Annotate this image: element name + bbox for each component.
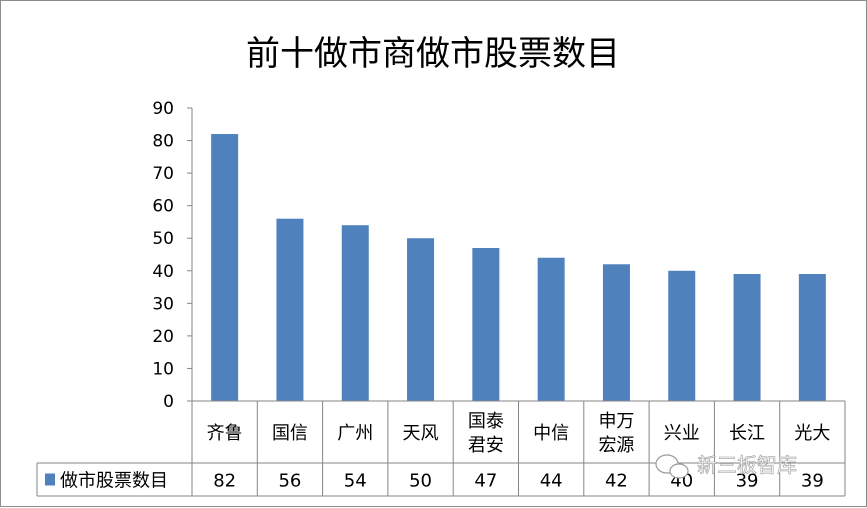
data-table-value: 39: [736, 471, 759, 492]
y-tick-label: 90: [152, 99, 174, 119]
y-tick-label: 50: [152, 229, 174, 249]
watermark: 新三板智库: [655, 453, 797, 479]
category-label: 广州: [337, 423, 373, 444]
category-label: 宏源: [598, 435, 634, 456]
bars-layer: [211, 134, 826, 402]
bar: [407, 238, 435, 401]
category-label: 光大: [794, 423, 830, 444]
y-tick-label: 60: [152, 197, 174, 217]
category-label: 申万: [598, 411, 634, 432]
data-table-value: 42: [605, 471, 628, 492]
y-tick-label: 70: [152, 164, 174, 184]
axis-layer: 0 10 20 30 40 50 60 70 80 90: [152, 99, 193, 412]
y-tick-label: 80: [152, 132, 174, 152]
bar: [211, 134, 239, 402]
category-label: 天风: [403, 423, 439, 444]
bar: [537, 257, 565, 401]
bar: [341, 225, 369, 401]
category-label: 国信: [272, 423, 308, 444]
bar: [472, 247, 500, 401]
bar: [276, 218, 304, 401]
data-table-value: 39: [801, 471, 824, 492]
category-label: 齐鲁: [207, 423, 243, 444]
data-table-value: 56: [278, 471, 301, 492]
watermark-text: 新三板智库: [697, 453, 797, 477]
chart-title: 前十做市商做市股票数目: [246, 34, 620, 74]
category-label: 君安: [468, 435, 504, 456]
y-tick-label: 10: [152, 359, 174, 379]
y-tick-label: 0: [163, 392, 174, 412]
y-tick-label: 30: [152, 294, 174, 314]
bar: [798, 274, 826, 401]
legend-key: [45, 473, 55, 486]
data-table-value: 47: [474, 471, 497, 492]
data-table-value: 44: [540, 471, 563, 492]
bar: [602, 264, 630, 401]
category-label: 长江: [729, 423, 765, 444]
wechat-icon-bubble: [669, 463, 689, 479]
bar: [733, 274, 761, 401]
category-label: 兴业: [664, 423, 700, 444]
bar: [668, 270, 696, 401]
y-tick-label: 20: [152, 327, 174, 347]
data-table-value: 50: [409, 471, 432, 492]
legend-label: 做市股票数目: [60, 471, 168, 492]
category-label: 中信: [533, 423, 569, 444]
data-table-value: 54: [344, 471, 367, 492]
y-tick-label: 40: [152, 262, 174, 282]
data-table-value: 82: [213, 471, 236, 492]
category-label: 国泰: [468, 411, 504, 432]
